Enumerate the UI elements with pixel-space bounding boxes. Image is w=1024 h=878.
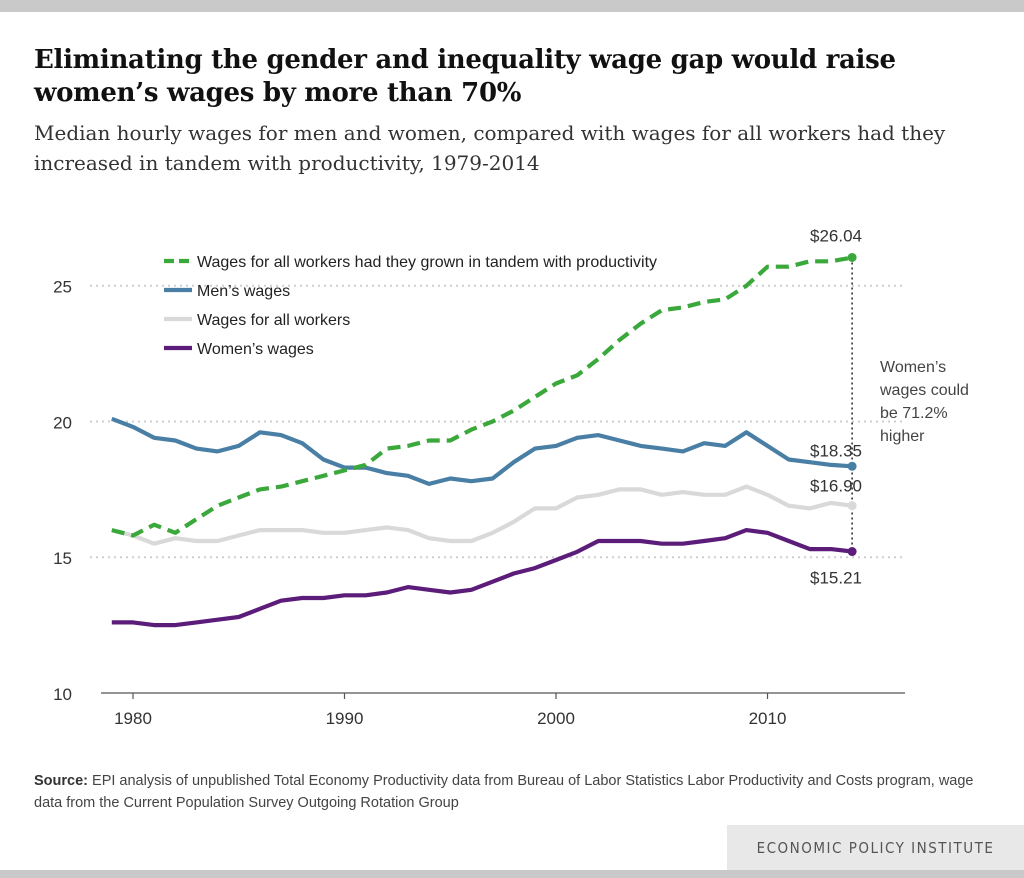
series-end-dot-2 [847, 501, 857, 511]
gap-annotation-line-3: higher [880, 428, 925, 445]
source-text: EPI analysis of unpublished Total Econom… [34, 773, 974, 811]
legend-label-1: Men’s wages [197, 283, 290, 300]
chart-title: Eliminating the gender and inequality wa… [34, 45, 896, 108]
series-end-dot-1 [847, 461, 857, 471]
x-tick-label-1980: 1980 [114, 709, 152, 728]
x-tick-label-1990: 1990 [326, 709, 364, 728]
legend-label-2: Wages for all workers [197, 312, 350, 329]
y-tick-label-20: 20 [53, 413, 72, 432]
series-line-1 [111, 416, 853, 486]
y-tick-label-15: 15 [53, 549, 72, 568]
gap-annotation-line-2: be 71.2% [880, 405, 948, 422]
x-tick-label-2000: 2000 [537, 709, 575, 728]
end-value-label-1: $18.35 [810, 441, 862, 460]
series-line-2 [111, 484, 853, 546]
y-tick-label-10: 10 [53, 685, 72, 704]
top-border-bar [0, 0, 1024, 12]
end-value-label-3: $15.21 [810, 569, 862, 588]
chart-subtitle: Median hourly wages for men and women, c… [34, 121, 946, 175]
gap-annotation-line-0: Women’s [880, 359, 946, 376]
gap-annotation-line-1: wages could [879, 382, 969, 399]
bottom-border-bar [0, 870, 1024, 878]
end-value-label-2: $16.90 [810, 477, 862, 496]
source-label: Source: [34, 773, 88, 789]
y-tick-label-25: 25 [53, 278, 72, 297]
x-tick-label-2010: 2010 [749, 709, 787, 728]
end-value-label-0: $26.04 [810, 226, 862, 245]
series-end-dot-0 [847, 252, 857, 262]
publisher-footer: ECONOMIC POLICY INSTITUTE [727, 825, 1024, 870]
series-line-3 [111, 527, 853, 628]
legend-label-3: Women’s wages [197, 341, 314, 358]
series-end-dot-3 [847, 547, 857, 557]
series-line-0 [111, 255, 853, 538]
legend-label-0: Wages for all workers had they grown in … [197, 254, 657, 271]
source-note: Source: EPI analysis of unpublished Tota… [34, 770, 994, 814]
